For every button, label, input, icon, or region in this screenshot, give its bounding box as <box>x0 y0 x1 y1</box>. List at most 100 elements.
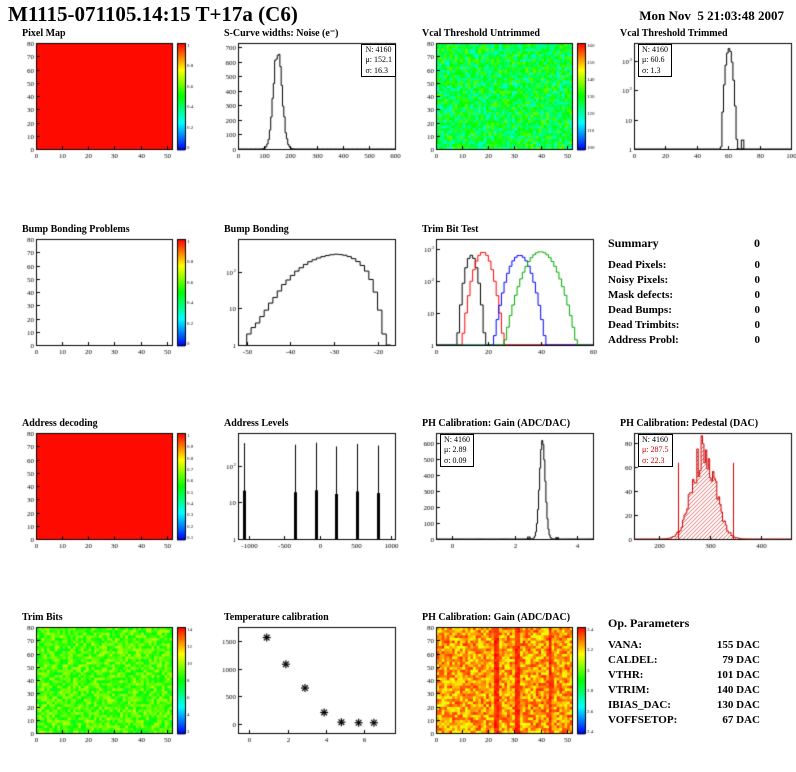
stat-mean: μ: 152.1 <box>365 55 392 65</box>
summary-header: Summary 0 <box>608 236 760 251</box>
summary-row: Noisy Pixels: 0 <box>608 273 760 288</box>
op-parameter-row: VTRIM: 140 DAC <box>608 683 760 698</box>
op-value: 140 DAC <box>716 684 760 696</box>
op-parameter-row: IBIAS_DAC: 130 DAC <box>608 698 760 713</box>
timestamp: Mon Nov 5 21:03:48 2007 <box>639 8 784 23</box>
panel-vcal-trimmed: Vcal Threshold Trimmed N: 4160 μ: 60.6 σ… <box>608 28 796 178</box>
stat-sigma: σ: 1.3 <box>642 65 661 75</box>
chart-title: PH Calibration: Pedestal (DAC) <box>620 418 759 429</box>
stat-mean: μ: 287.5 <box>642 445 669 455</box>
op-parameter-row: CALDEL: 79 DAC <box>608 653 760 668</box>
chart-title: Trim Bit Test <box>422 224 479 235</box>
summary-row: Dead Bumps: 0 <box>608 303 760 318</box>
summary-value: 0 <box>754 274 761 286</box>
summary-value: 0 <box>754 319 761 331</box>
panel-scurve-noise: S-Curve widths: Noise (e⁻) N: 4160 μ: 15… <box>212 28 410 178</box>
chart-title: PH Calibration: Gain (ADC/DAC) <box>422 418 571 429</box>
op-label: VTRIM: <box>608 684 650 696</box>
stats-box: N: 4160 μ: 2.89 σ: 0.09 <box>440 434 474 468</box>
stats-box: N: 4160 μ: 152.1 σ: 16.3 <box>361 44 396 78</box>
pixel-map-plot <box>10 40 200 162</box>
summary-value: 0 <box>754 289 761 301</box>
op-label: VTHR: <box>608 669 644 681</box>
summary-row: Dead Trimbits: 0 <box>608 318 760 333</box>
chart-title: PH Calibration: Gain (ADC/DAC) <box>422 612 571 623</box>
stats-box: N: 4160 μ: 60.6 σ: 1.3 <box>638 44 672 78</box>
summary-label: Address Probl: <box>608 334 679 346</box>
summary-title: Summary <box>608 236 659 250</box>
chart-title: Pixel Map <box>22 28 66 39</box>
chart-title: S-Curve widths: Noise (e⁻) <box>224 28 339 39</box>
summary-panel: Summary 0 Dead Pixels: 0 Noisy Pixels: 0 M… <box>608 236 760 348</box>
panel-address-levels: Address Levels <box>212 418 410 568</box>
op-label: IBIAS_DAC: <box>608 699 671 711</box>
address-decoding-plot <box>10 430 200 552</box>
chart-title: Bump Bonding <box>224 224 289 235</box>
stat-entries: N: 4160 <box>444 435 470 444</box>
temperature-plot <box>212 624 402 746</box>
panel-pixel-map: Pixel Map <box>10 28 208 178</box>
ph-gain-hist-plot <box>410 430 600 552</box>
chart-title: Trim Bits <box>22 612 63 623</box>
summary-value: 0 <box>754 259 761 271</box>
op-parameter-row: VOFFSETOP: 67 DAC <box>608 713 760 728</box>
chart-title: Temperature calibration <box>224 612 329 623</box>
panel-bump-bonding-problems: Bump Bonding Problems <box>10 224 208 374</box>
op-parameters-panel: Op. Parameters VANA: 155 DAC CALDEL: 79 DA… <box>608 616 760 728</box>
panel-temperature: Temperature calibration <box>212 612 410 762</box>
vcal-untrimmed-plot <box>410 40 600 162</box>
op-parameters-title: Op. Parameters <box>608 616 690 630</box>
op-value: 67 DAC <box>722 714 760 726</box>
panel-vcal-untrimmed: Vcal Threshold Untrimmed <box>410 28 608 178</box>
stat-entries: N: 4160 <box>642 435 668 444</box>
chart-title: Address Levels <box>224 418 289 429</box>
op-parameter-row: VTHR: 101 DAC <box>608 668 760 683</box>
panel-ph-gain-map: PH Calibration: Gain (ADC/DAC) <box>410 612 608 762</box>
op-parameter-row: VANA: 155 DAC <box>608 638 760 653</box>
stat-sigma: σ: 16.3 <box>365 65 389 75</box>
bump-bonding-problems-plot <box>10 236 200 358</box>
summary-row: Mask defects: 0 <box>608 288 760 303</box>
stat-entries: N: 4160 <box>642 45 668 54</box>
trim-bits-plot <box>10 624 200 746</box>
summary-total: 0 <box>754 236 760 250</box>
op-label: CALDEL: <box>608 654 658 666</box>
panel-trim-bits: Trim Bits <box>10 612 208 762</box>
stat-mean: μ: 2.89 <box>444 445 467 455</box>
chart-title: Bump Bonding Problems <box>22 224 130 235</box>
summary-value: 0 <box>754 334 761 346</box>
summary-label: Noisy Pixels: <box>608 274 669 286</box>
summary-label: Dead Pixels: <box>608 259 667 271</box>
panel-ph-gain-hist: PH Calibration: Gain (ADC/DAC) N: 4160 μ… <box>410 418 608 568</box>
page-title: M1115-071105.14:15 T+17a (C6) <box>8 2 298 26</box>
ph-gain-map-plot <box>410 624 600 746</box>
summary-label: Dead Trimbits: <box>608 319 680 331</box>
stat-mean: μ: 60.6 <box>642 55 665 65</box>
stat-sigma: σ: 0.09 <box>444 455 467 465</box>
vcal-trimmed-plot <box>608 40 796 162</box>
bump-bonding-plot <box>212 236 402 358</box>
trim-bit-test-plot <box>410 236 600 358</box>
summary-value: 0 <box>754 304 761 316</box>
panel-trim-bit-test: Trim Bit Test <box>410 224 608 374</box>
op-parameters-header: Op. Parameters <box>608 616 760 631</box>
stat-sigma: σ: 22.3 <box>642 455 665 465</box>
chart-title: Address decoding <box>22 418 98 429</box>
op-label: VANA: <box>608 639 643 651</box>
summary-row: Dead Pixels: 0 <box>608 258 760 273</box>
op-value: 155 DAC <box>716 639 760 651</box>
op-value: 79 DAC <box>722 654 760 666</box>
summary-label: Mask defects: <box>608 289 674 301</box>
op-value: 130 DAC <box>716 699 760 711</box>
chart-title: Vcal Threshold Trimmed <box>620 28 728 39</box>
panel-ph-pedestal: PH Calibration: Pedestal (DAC) N: 4160 μ… <box>608 418 796 568</box>
stat-entries: N: 4160 <box>365 45 392 54</box>
summary-label: Dead Bumps: <box>608 304 672 316</box>
address-levels-plot <box>212 430 402 552</box>
summary-row: Address Probl: 0 <box>608 333 760 348</box>
panel-address-decoding: Address decoding <box>10 418 208 568</box>
op-label: VOFFSETOP: <box>608 714 678 726</box>
panel-bump-bonding: Bump Bonding <box>212 224 410 374</box>
chart-title: Vcal Threshold Untrimmed <box>422 28 540 39</box>
